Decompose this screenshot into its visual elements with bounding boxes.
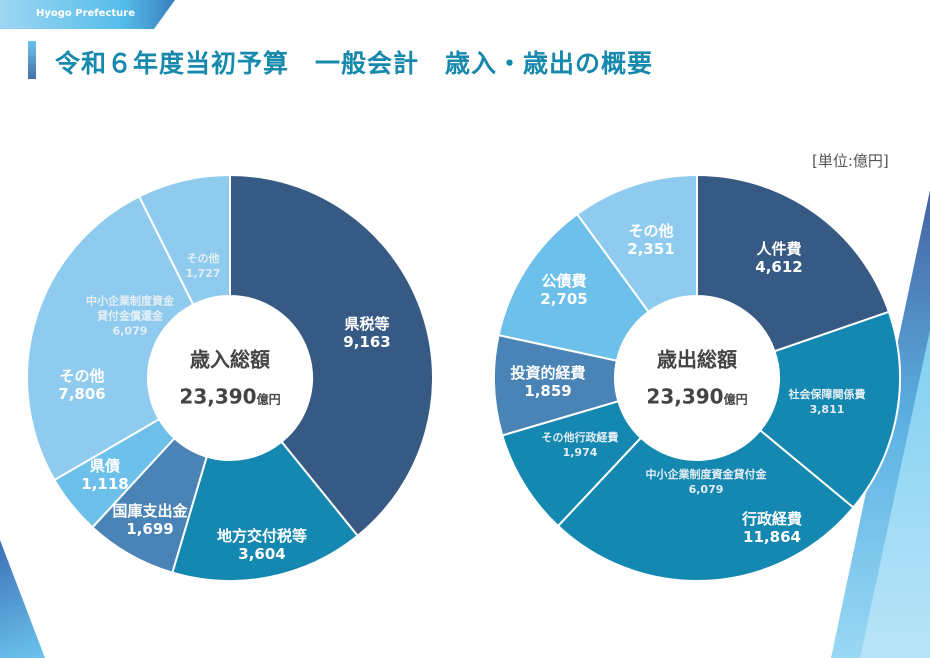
center-total: 歳入総額 23,390億円: [179, 347, 281, 409]
revenue-donut: [26, 173, 434, 582]
slice-公債費: [497, 212, 650, 362]
slice-中小企業制度資金貸付金: [556, 428, 855, 582]
slice-地方交付税等: [171, 440, 360, 582]
slice-label: 中小企業制度資金 貸付金償還金 6,079: [86, 294, 174, 338]
slice-label: 中小企業制度資金貸付金 6,079: [645, 468, 767, 496]
unit-label: [単位:億円]: [812, 152, 889, 170]
slice-label: 人件費 4,612: [755, 240, 803, 276]
slice-label: 県税等 9,163: [343, 315, 391, 351]
group-label: 行政経費 11,864: [741, 510, 803, 546]
org-banner: Hyogo Prefecture: [0, 0, 175, 29]
slice-label: その他 1,727: [185, 252, 221, 280]
slice-label: その他行政経費 1,974: [541, 431, 619, 459]
slice-label: 県債 1,118: [81, 457, 129, 493]
slice-label: 社会保障関係費 3,811: [788, 388, 866, 416]
expenditure-donut: [493, 173, 901, 582]
slice-県税等: [229, 173, 434, 538]
group-label: その他 7,806: [58, 367, 106, 403]
page-title: 令和６年度当初予算 一般会計 歳入・歳出の概要: [55, 49, 654, 78]
slice-人件費: [696, 173, 891, 353]
slice-label: 地方交付税等 3,604: [216, 527, 308, 563]
slice-その他: [575, 173, 698, 314]
org-name: Hyogo Prefecture: [36, 8, 135, 19]
center-total: 歳出総額 23,390億円: [646, 347, 748, 409]
title-accent-bar: [28, 41, 36, 79]
slice-label: 公債費 2,705: [540, 272, 588, 308]
slice-中小企業制度資金貸付金償還金: [26, 195, 195, 482]
slice-label: 国庫支出金 1,699: [112, 502, 188, 538]
slice-label: その他 2,351: [627, 222, 675, 258]
slice-その他: [137, 173, 231, 307]
slice-label: 投資的経費 1,859: [510, 364, 586, 400]
